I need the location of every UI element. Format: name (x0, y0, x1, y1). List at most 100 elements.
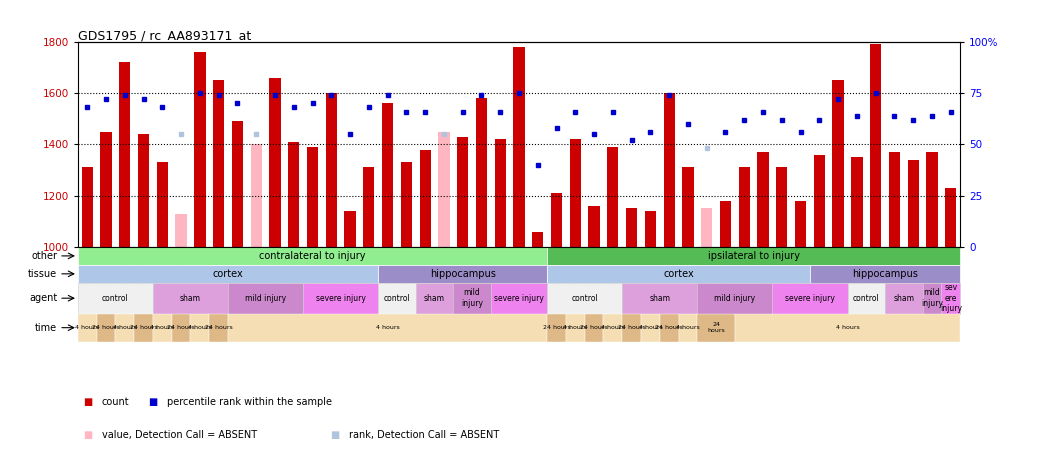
Bar (941, 283, 960, 313)
Bar (547, 247, 960, 265)
Bar (475, 98, 487, 247)
Bar (228, 283, 303, 313)
Bar (626, 208, 637, 247)
Text: 24 hours: 24 hours (655, 325, 683, 330)
Bar (101, 132, 112, 247)
Bar (78, 265, 378, 283)
Text: ■: ■ (330, 430, 339, 440)
Bar (795, 201, 807, 247)
Bar (679, 313, 698, 342)
Bar (946, 188, 956, 247)
Text: control: control (571, 294, 598, 303)
Bar (622, 313, 641, 342)
Text: 24 hours: 24 hours (130, 325, 158, 330)
Bar (213, 80, 224, 247)
Text: mild
injury: mild injury (921, 288, 943, 308)
Bar (231, 121, 243, 247)
Bar (566, 313, 584, 342)
Bar (345, 211, 356, 247)
Text: ipsilateral to injury: ipsilateral to injury (708, 251, 799, 261)
Text: count: count (102, 397, 130, 407)
Text: 24 hours: 24 hours (92, 325, 119, 330)
Text: other: other (31, 251, 57, 261)
Bar (641, 313, 660, 342)
Bar (153, 313, 171, 342)
Text: GDS1795 / rc_AA893171_at: GDS1795 / rc_AA893171_at (78, 29, 251, 42)
Bar (382, 103, 393, 247)
Bar (157, 162, 168, 247)
Text: 4 hours: 4 hours (601, 325, 625, 330)
Bar (660, 313, 679, 342)
Bar (119, 62, 131, 247)
Bar (720, 201, 731, 247)
Text: rank, Detection Call = ABSENT: rank, Detection Call = ABSENT (349, 430, 499, 440)
Bar (832, 80, 844, 247)
Bar (378, 283, 416, 313)
Text: 24
hours: 24 hours (707, 322, 725, 333)
Text: 4 hours: 4 hours (76, 325, 99, 330)
Bar (926, 152, 937, 247)
Bar (885, 283, 923, 313)
Text: ■: ■ (83, 397, 92, 407)
Bar (269, 78, 280, 247)
Bar (810, 265, 960, 283)
Bar (570, 139, 581, 247)
Bar (210, 313, 228, 342)
Bar (363, 167, 375, 247)
Bar (847, 283, 885, 313)
Bar (303, 283, 378, 313)
Text: 4 hours: 4 hours (676, 325, 700, 330)
Bar (758, 152, 769, 247)
Bar (663, 93, 675, 247)
Bar (547, 313, 566, 342)
Bar (603, 313, 622, 342)
Text: sham: sham (650, 294, 671, 303)
Text: severe injury: severe injury (494, 294, 544, 303)
Bar (907, 160, 919, 247)
Bar (307, 147, 318, 247)
Text: severe injury: severe injury (316, 294, 365, 303)
Text: sham: sham (894, 294, 914, 303)
Text: contralateral to injury: contralateral to injury (260, 251, 365, 261)
Bar (97, 313, 115, 342)
Text: control: control (102, 294, 129, 303)
Bar (138, 134, 149, 247)
Bar (82, 167, 92, 247)
Bar (289, 142, 299, 247)
Text: 24 hours: 24 hours (204, 325, 233, 330)
Bar (326, 93, 337, 247)
Text: ■: ■ (148, 397, 158, 407)
Text: tissue: tissue (28, 269, 57, 279)
Bar (547, 265, 810, 283)
Bar (739, 167, 749, 247)
Bar (551, 193, 563, 247)
Bar (607, 147, 619, 247)
Bar (589, 206, 600, 247)
Bar (153, 283, 228, 313)
Text: sham: sham (425, 294, 445, 303)
Bar (194, 52, 206, 247)
Bar (78, 283, 153, 313)
Text: 4 hours: 4 hours (113, 325, 137, 330)
Bar (78, 247, 547, 265)
Bar (438, 132, 449, 247)
Bar (491, 283, 547, 313)
Text: 4 hours: 4 hours (638, 325, 662, 330)
Bar (645, 211, 656, 247)
Text: 24 hours: 24 hours (167, 325, 195, 330)
Bar (494, 139, 506, 247)
Text: 4 hours: 4 hours (151, 325, 174, 330)
Bar (115, 313, 134, 342)
Bar (735, 313, 960, 342)
Bar (401, 162, 412, 247)
Text: 4 hours: 4 hours (188, 325, 212, 330)
Bar (851, 157, 863, 247)
Bar (701, 208, 712, 247)
Text: sham: sham (180, 294, 201, 303)
Bar (419, 150, 431, 247)
Text: 4 hours: 4 hours (836, 325, 859, 330)
Text: time: time (35, 323, 57, 332)
Bar (622, 283, 698, 313)
Bar (378, 265, 547, 283)
Bar (134, 313, 153, 342)
